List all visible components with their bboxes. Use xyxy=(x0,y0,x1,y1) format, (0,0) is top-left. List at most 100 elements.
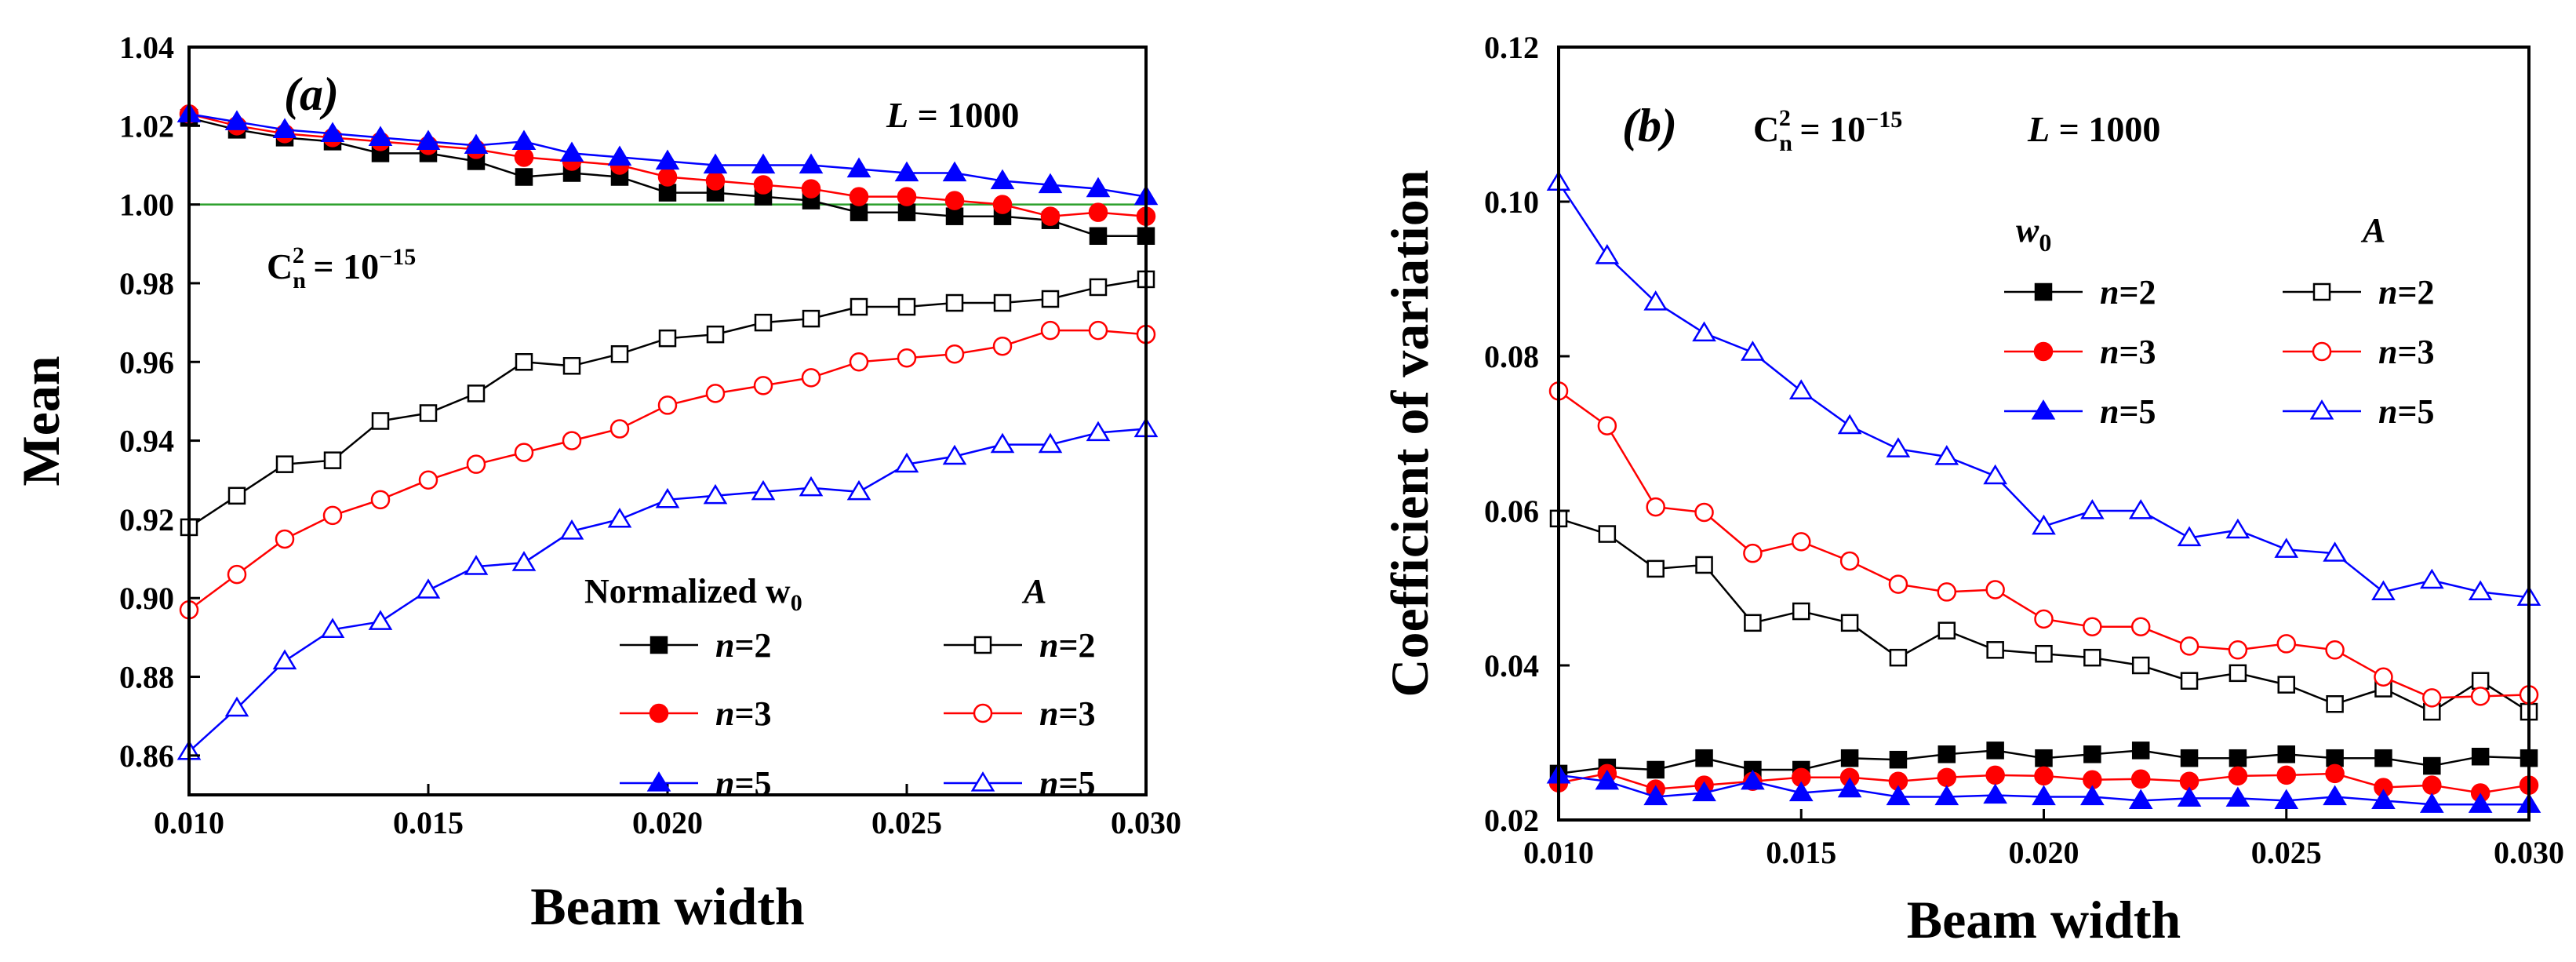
panel-b-point-w0-n5-5 xyxy=(1788,781,1814,802)
panel-b-point-w0-n3-18 xyxy=(2422,775,2442,795)
panel-a-point-w0-n2-7 xyxy=(515,168,533,186)
panel-b-point-A-n5-8 xyxy=(1934,445,1959,465)
panel-a-point-w0-n5-17 xyxy=(990,169,1015,190)
panel-a-point-A-n2-3 xyxy=(323,451,342,469)
panel-b-point-A-n5-4 xyxy=(1741,341,1765,361)
panel-a-point-w0-n5-19 xyxy=(1086,177,1111,198)
panel-b-legend-marker-A-n5 xyxy=(2309,399,2334,420)
panel-b-point-w0-n2-15 xyxy=(2277,745,2295,763)
panel-b-point-A-n3-13 xyxy=(2179,636,2199,656)
panel-a-point-A-n2-9 xyxy=(610,344,629,363)
panel-a-point-w0-n3-11 xyxy=(705,171,726,191)
panel-a-point-w0-n2-10 xyxy=(658,184,677,202)
panel-b-point-w0-n2-12 xyxy=(2131,742,2150,760)
panel-a-point-A-n3-3 xyxy=(322,505,343,526)
panel-b-point-w0-n2-10 xyxy=(2035,749,2053,767)
panel-b-legend-label-A-n5: n=5 xyxy=(2378,392,2435,431)
panel-a-axes: 0.010 0.015 0.020 0.025 0.030 0.86 0.88 0.90 0.9… xyxy=(11,30,1181,936)
panel-a-point-w0-n3-15 xyxy=(897,187,917,206)
panel-b-point-w0-n5-16 xyxy=(2323,785,2347,806)
panel-a-ytick-label-8: 1.02 xyxy=(119,108,174,144)
panel-b-point-A-n3-16 xyxy=(2325,640,2345,660)
panel-a-point-A-n5-17 xyxy=(990,432,1015,454)
panel-b-point-w0-n3-14 xyxy=(2228,766,2248,786)
panel-b-point-A-n2-10 xyxy=(2035,644,2053,663)
panel-a-point-w0-n5-7 xyxy=(511,129,537,151)
panel-a-legend-label-w0-n3: n=3 xyxy=(715,694,772,733)
panel-a-point-w0-n3-10 xyxy=(657,167,678,187)
panel-a-point-A-n3-2 xyxy=(275,529,295,549)
panel-b-point-w0-n2-16 xyxy=(2326,749,2344,767)
panel-a-plot-content xyxy=(176,102,1159,760)
panel-a-point-A-n3-5 xyxy=(418,470,438,490)
panel-b-legend-title-A: A xyxy=(2360,211,2385,250)
panel-a-point-w0-n3-14 xyxy=(849,187,869,206)
panel-b-point-A-n3-18 xyxy=(2422,688,2442,708)
panel-b-legend-marker-w0-n2 xyxy=(2034,282,2053,301)
panel-a-legend-label-A-n5: n=5 xyxy=(1039,764,1096,803)
panel-b-legend-entries: n=2 n=3 n=5 n=2 n=3 n=5 xyxy=(2004,273,2435,431)
panel-a-ytick-label-6: 0.98 xyxy=(119,266,174,301)
panel-a-legend-title-w0: Normalized w0 xyxy=(584,572,802,616)
panel-b-point-w0-n2-14 xyxy=(2229,749,2247,767)
panel-b-point-A-n2-8 xyxy=(1937,621,1956,640)
panel-b-yaxis-title: Coefficient of variation xyxy=(1380,169,1439,697)
panel-b-point-w0-n5-7 xyxy=(1886,785,1911,806)
panel-b-point-A-n3-6 xyxy=(1839,551,1860,571)
panel-a-point-A-n5-13 xyxy=(799,476,824,497)
panel-b-legend: w0 A n=2 n=3 n=5 n=2 n=3 n=5 xyxy=(2004,211,2435,431)
panel-b-point-A-n3-17 xyxy=(2374,667,2393,687)
panel-a-point-w0-n5-16 xyxy=(942,161,967,182)
panel-b-point-A-n3-5 xyxy=(1792,532,1811,552)
panel-b-point-w0-n3-10 xyxy=(2034,766,2054,786)
panel-a-point-w0-n3-12 xyxy=(753,175,773,195)
panel-b-point-A-n5-15 xyxy=(2274,537,2299,558)
panel-b-point-A-n3-8 xyxy=(1937,582,1957,602)
panel-b-point-w0-n5-2 xyxy=(1643,785,1668,806)
panel-a-point-w0-n2-15 xyxy=(897,203,916,221)
panel-a-point-A-n5-16 xyxy=(942,444,967,465)
panel-a-legend-label-A-n2: n=2 xyxy=(1039,626,1096,665)
panel-a-point-w0-n5-1 xyxy=(224,110,249,130)
panel-a-ytick-label-1: 0.88 xyxy=(119,660,174,695)
panel-b-point-A-n3-9 xyxy=(1985,580,2005,599)
panel-b-legend-marker-w0-n3 xyxy=(2033,341,2054,362)
panel-a-point-A-n5-7 xyxy=(511,551,537,571)
panel-b-point-A-n3-15 xyxy=(2276,634,2296,654)
panel-a-point-A-n2-11 xyxy=(706,325,725,344)
panel-b-ytick-label-0: 0.02 xyxy=(1484,803,1539,838)
panel-a-xtick-label-0: 0.010 xyxy=(154,805,224,840)
panel-a-point-A-n5-10 xyxy=(655,487,680,508)
panel-a-ytick-label-3: 0.92 xyxy=(119,502,174,537)
panel-b-point-w0-n5-13 xyxy=(2177,786,2202,807)
panel-b-point-w0-n2-19 xyxy=(2471,747,2490,766)
panel-a-point-w0-n5-14 xyxy=(846,157,871,178)
panel-b-point-A-n5-10 xyxy=(2032,514,2056,535)
panel-b-point-A-n3-10 xyxy=(2034,609,2054,629)
panel-b-point-w0-n5-15 xyxy=(2274,789,2299,809)
panel-b-point-A-n2-7 xyxy=(1889,648,1908,667)
panel-b-point-w0-n5-18 xyxy=(2419,793,2444,813)
panel-b-ytick-label-1: 0.04 xyxy=(1484,648,1539,683)
panel-a-point-w0-n5-11 xyxy=(703,153,728,174)
panel-a-point-w0-n3-17 xyxy=(992,195,1013,214)
panel-a-point-w0-n5-5 xyxy=(416,129,441,151)
panel-a-point-A-n2-7 xyxy=(515,353,533,371)
panel-b-ytick-label-2: 0.06 xyxy=(1484,494,1539,529)
panel-a-point-A-n2-6 xyxy=(467,384,486,403)
panel-a-point-A-n3-8 xyxy=(562,431,582,450)
panel-b-point-A-n2-2 xyxy=(1646,559,1665,578)
panel-a-point-A-n2-13 xyxy=(802,309,820,328)
panel-a-legend-label-w0-n5: n=5 xyxy=(715,764,772,803)
panel-a-point-w0-n5-13 xyxy=(799,153,824,174)
panel-b-legend-label-w0-n3: n=3 xyxy=(2100,333,2156,371)
panel-b-point-A-n2-11 xyxy=(2083,648,2101,667)
panel-b-point-w0-n3-15 xyxy=(2276,765,2296,785)
panel-a-point-w0-n3-13 xyxy=(801,179,821,199)
panel-a-point-A-n2-8 xyxy=(562,357,581,375)
panel-b-L-label: L = 1000 xyxy=(2027,109,2160,149)
panel-b-point-w0-n3-8 xyxy=(1937,767,1957,788)
panel-b-point-w0-n5-9 xyxy=(1983,783,2007,804)
panel-a-point-A-n3-11 xyxy=(705,384,726,403)
